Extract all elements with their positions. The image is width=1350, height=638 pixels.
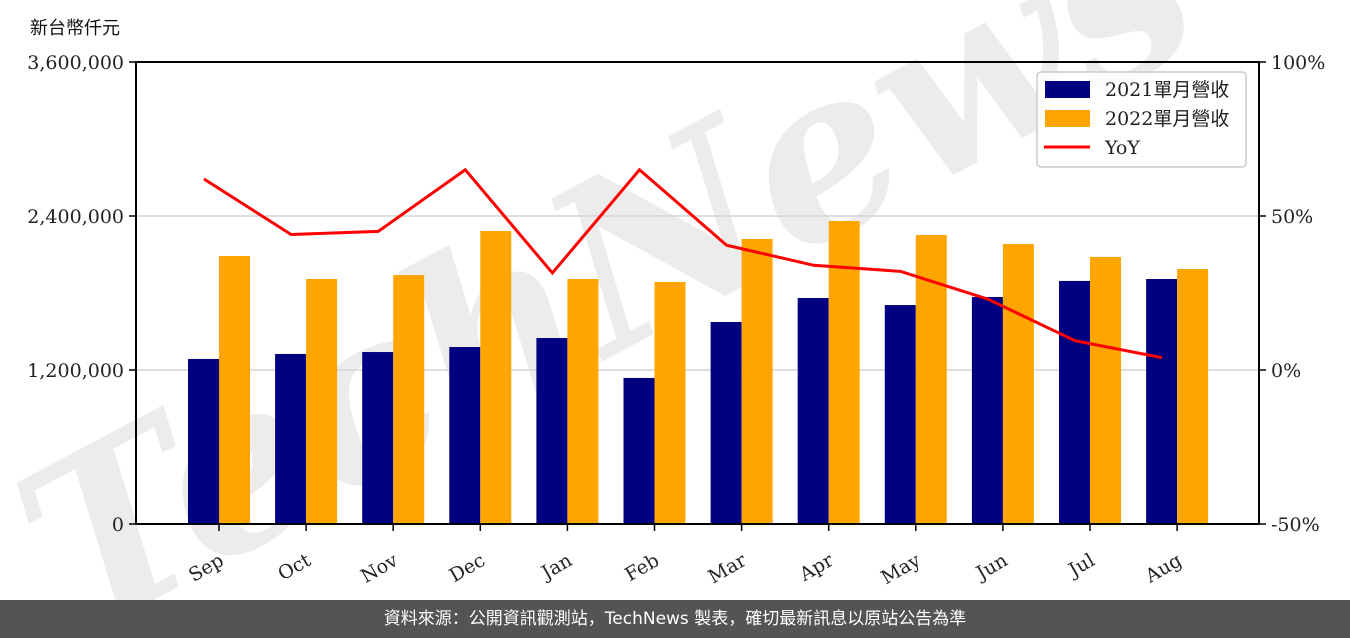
y-tick-label: 0 xyxy=(112,514,124,536)
y-tick-label: 1,200,000 xyxy=(27,360,124,382)
bar-2022-oct xyxy=(306,279,338,524)
bar-2021-oct xyxy=(275,353,307,524)
bar-2022-feb xyxy=(654,281,686,524)
y-tick-label: 3,600,000 xyxy=(27,52,124,74)
bar-2021-may xyxy=(884,305,916,524)
x-tick-label: Jan xyxy=(536,549,576,585)
x-tick-label: Dec xyxy=(446,549,489,587)
bar-2021-jan xyxy=(536,338,568,524)
source-footer: 資料來源：公開資訊觀測站，TechNews 製表，確切最新訊息以原站公告為準 xyxy=(0,600,1350,638)
legend-label: 2022單月營收 xyxy=(1105,108,1229,130)
revenue-chart: TechNews 01,200,0002,400,0003,600,000-50… xyxy=(0,0,1325,600)
y-tick-label: 2,400,000 xyxy=(27,206,124,228)
y2-tick-label: 0% xyxy=(1271,360,1301,382)
legend-label: YoY xyxy=(1104,137,1140,159)
x-tick-label: Jun xyxy=(971,549,1012,585)
bar-2021-sep xyxy=(188,358,219,524)
y2-tick-label: 100% xyxy=(1271,52,1325,74)
legend-swatch xyxy=(1045,110,1090,127)
x-tick-label: Nov xyxy=(357,549,402,588)
y-axis-unit-label: 新台幣仟元 xyxy=(30,18,120,39)
x-tick-label: May xyxy=(877,549,924,589)
x-tick-label: Mar xyxy=(705,549,751,588)
legend: 2021單月營收 2022單月營收 YoY xyxy=(1036,71,1247,168)
bar-2021-mar xyxy=(710,322,742,524)
bar-2022-jan xyxy=(567,279,599,524)
bar-2022-nov xyxy=(393,275,425,524)
bar-2021-dec xyxy=(449,347,481,524)
bar-2022-dec xyxy=(480,231,512,524)
y2-tick-label: 50% xyxy=(1271,206,1313,228)
x-tick-label: Apr xyxy=(795,549,838,586)
plot-frame xyxy=(135,61,1260,525)
bar-2022-jul xyxy=(1090,256,1121,524)
legend-swatch xyxy=(1045,81,1090,98)
legend-label: 2021單月營收 xyxy=(1105,79,1229,101)
bar-2021-jul xyxy=(1059,280,1090,524)
y2-tick-label: -50% xyxy=(1271,514,1320,536)
bar-2022-aug xyxy=(1177,269,1209,524)
bar-2021-apr xyxy=(797,298,829,524)
yoy-line xyxy=(203,167,1163,360)
bar-2021-nov xyxy=(362,352,394,524)
bar-2022-apr xyxy=(828,221,860,524)
bar-2021-aug xyxy=(1146,279,1178,524)
bar-2022-mar xyxy=(741,238,773,524)
x-tick-label: Aug xyxy=(1141,549,1186,588)
bar-2021-feb xyxy=(623,377,655,524)
bar-2022-sep xyxy=(219,256,250,524)
bar-2022-jun xyxy=(1002,243,1034,524)
bar-2021-jun xyxy=(971,296,1003,524)
bar-series xyxy=(188,221,1209,524)
x-tick-label: Jul xyxy=(1063,549,1098,582)
x-tick-label: Feb xyxy=(621,549,663,586)
yoy-line-series xyxy=(203,167,1163,360)
